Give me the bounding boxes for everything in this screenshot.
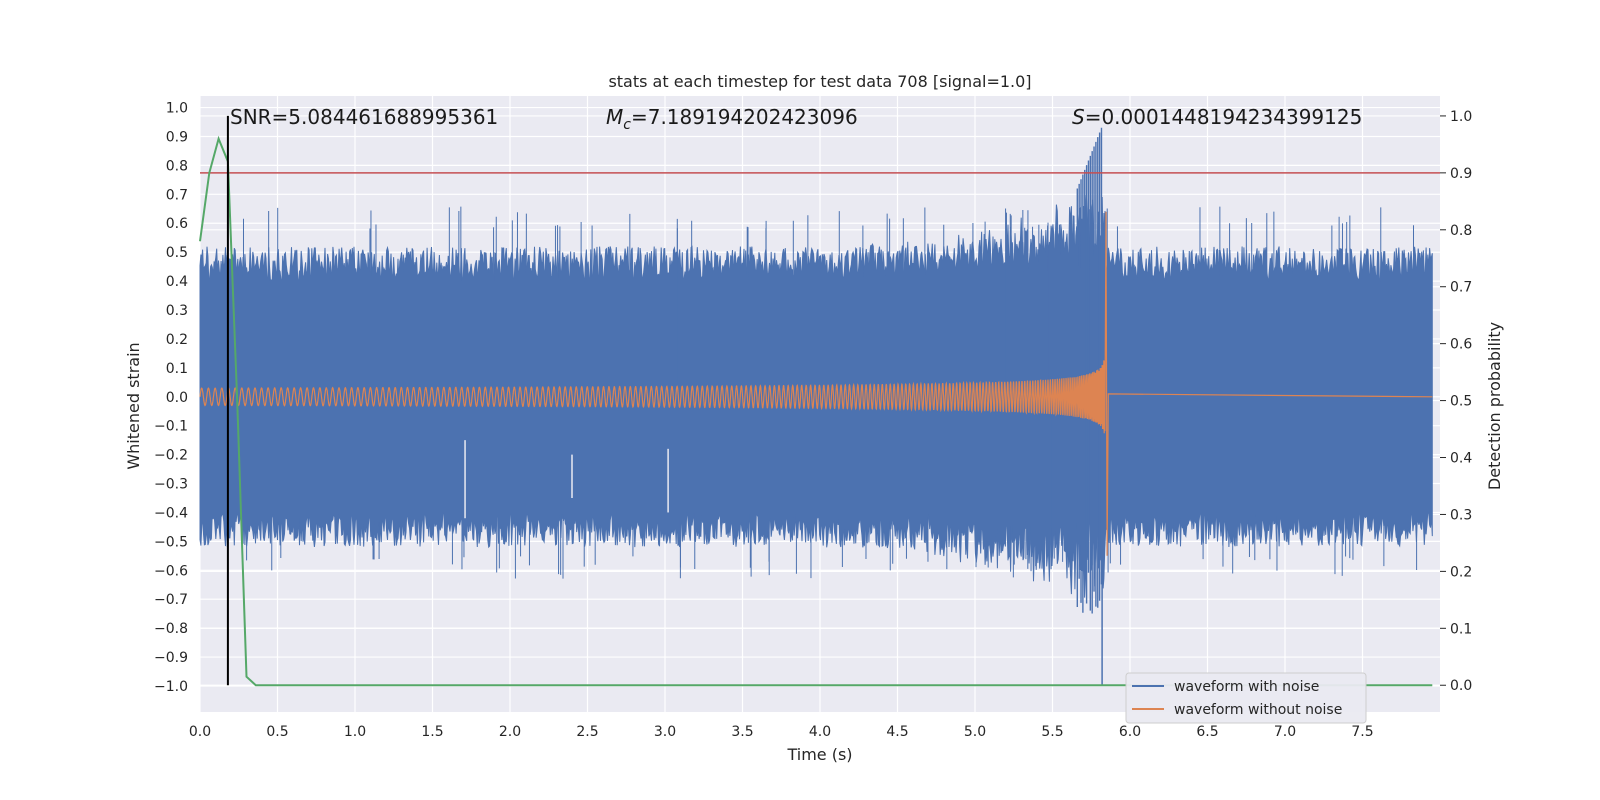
- y-tick-label: 0.9: [166, 129, 188, 145]
- data-layer: [199, 115, 1440, 687]
- y2-tick-label: 0.6: [1450, 337, 1472, 353]
- y-tick-label: 0.0: [166, 390, 188, 406]
- x-tick-label: 5.5: [1041, 724, 1063, 740]
- x-tick-label: 1.0: [344, 724, 366, 740]
- y2-axis-label: Detection probability: [1485, 322, 1504, 490]
- y-tick-label: 0.5: [166, 245, 188, 261]
- y-tick-label: −0.4: [154, 505, 188, 521]
- y2-tick-label: 1.0: [1450, 109, 1472, 125]
- annotation-chirp-mass-value: =7.189194202423096: [631, 105, 858, 129]
- y-tick-label: −0.9: [154, 650, 188, 666]
- legend-label-clean: waveform without noise: [1174, 702, 1342, 718]
- y-tick-label: 0.2: [166, 332, 188, 348]
- y-tick-label: −0.5: [154, 534, 188, 550]
- noise-spikes: [242, 127, 1418, 686]
- annotation-snr: SNR=5.084461688995361: [230, 105, 498, 129]
- legend: waveform with noise waveform without noi…: [1125, 672, 1367, 724]
- x-tick-label: 3.0: [654, 724, 676, 740]
- x-tick-label: 4.5: [886, 724, 908, 740]
- y-axis-ticks: 1.0 0.9 0.8 0.7 0.6 0.5 0.4 0.3 0.2 0.1 0.0 −0.1 −0.…: [154, 101, 188, 695]
- x-tick-label: 2.5: [576, 724, 598, 740]
- y-tick-label: −0.1: [154, 419, 188, 435]
- x-tick-label: 6.5: [1196, 724, 1218, 740]
- y2-tick-label: 0.0: [1450, 678, 1472, 694]
- y2-tick-label: 0.2: [1450, 564, 1472, 580]
- x-tick-label: 7.5: [1351, 724, 1373, 740]
- x-tick-label: 4.0: [809, 724, 831, 740]
- y-tick-label: 1.0: [166, 101, 188, 117]
- x-tick-label: 0.5: [266, 724, 288, 740]
- series-waveform-without-noise: [199, 211, 1433, 556]
- y-axis-label: Whitened strain: [124, 342, 143, 469]
- x-axis-label: Time (s): [786, 745, 852, 764]
- x-tick-label: 5.0: [964, 724, 986, 740]
- y2-tick-label: 0.4: [1450, 451, 1472, 467]
- x-tick-label: 1.5: [421, 724, 443, 740]
- y-tick-label: −0.3: [154, 477, 188, 493]
- annotation-chirp-mass-subscript: c: [623, 117, 631, 133]
- annotation-chirp-mass-symbol: M: [606, 105, 623, 129]
- annotation-s: S=0.0001448194234399125: [1072, 105, 1362, 129]
- y-tick-label: 0.8: [166, 158, 188, 174]
- y2-tick-label: 0.3: [1450, 507, 1472, 523]
- y-tick-label: 0.7: [166, 187, 188, 203]
- x-tick-label: 2.0: [499, 724, 521, 740]
- y2-tick-label: 0.9: [1450, 166, 1472, 182]
- y-tick-label: 0.6: [166, 216, 188, 232]
- annotation-s-symbol: S: [1072, 105, 1085, 129]
- y2-tick-label: 0.8: [1450, 223, 1472, 239]
- x-tick-label: 6.0: [1119, 724, 1141, 740]
- y2-tick-label: 0.1: [1450, 621, 1472, 637]
- legend-label-noise: waveform with noise: [1174, 679, 1319, 695]
- y-tick-label: 0.3: [166, 303, 188, 319]
- chart-title: stats at each timestep for test data 708…: [608, 72, 1031, 91]
- annotation-chirp-mass: Mc=7.189194202423096: [606, 105, 858, 133]
- y2-tick-label: 0.7: [1450, 280, 1472, 296]
- y-tick-label: −0.7: [154, 592, 188, 608]
- x-axis-ticks: 0.0 0.5 1.0 1.5 2.0 2.5 3.0 3.5 4.0 4.5 5.0 5.5 6.0 6…: [189, 724, 1374, 740]
- y-tick-label: −0.6: [154, 563, 188, 579]
- y2-tick-label: 0.5: [1450, 394, 1472, 410]
- x-tick-label: 7.0: [1274, 724, 1296, 740]
- y-tick-label: −0.2: [154, 448, 188, 464]
- y-tick-label: 0.1: [166, 361, 188, 377]
- y2-axis-ticks: 1.0 0.9 0.8 0.7 0.6 0.5 0.4 0.3 0.2 0.1 0.0: [1440, 109, 1472, 694]
- y-tick-label: −0.8: [154, 621, 188, 637]
- series-detection-probability: [199, 135, 1433, 687]
- annotation-s-value: =0.0001448194234399125: [1085, 105, 1363, 129]
- x-tick-label: 3.5: [731, 724, 753, 740]
- x-tick-label: 0.0: [189, 724, 211, 740]
- y-tick-label: 0.4: [166, 274, 188, 290]
- y-tick-label: −1.0: [154, 679, 188, 695]
- legend-box: [1125, 672, 1367, 724]
